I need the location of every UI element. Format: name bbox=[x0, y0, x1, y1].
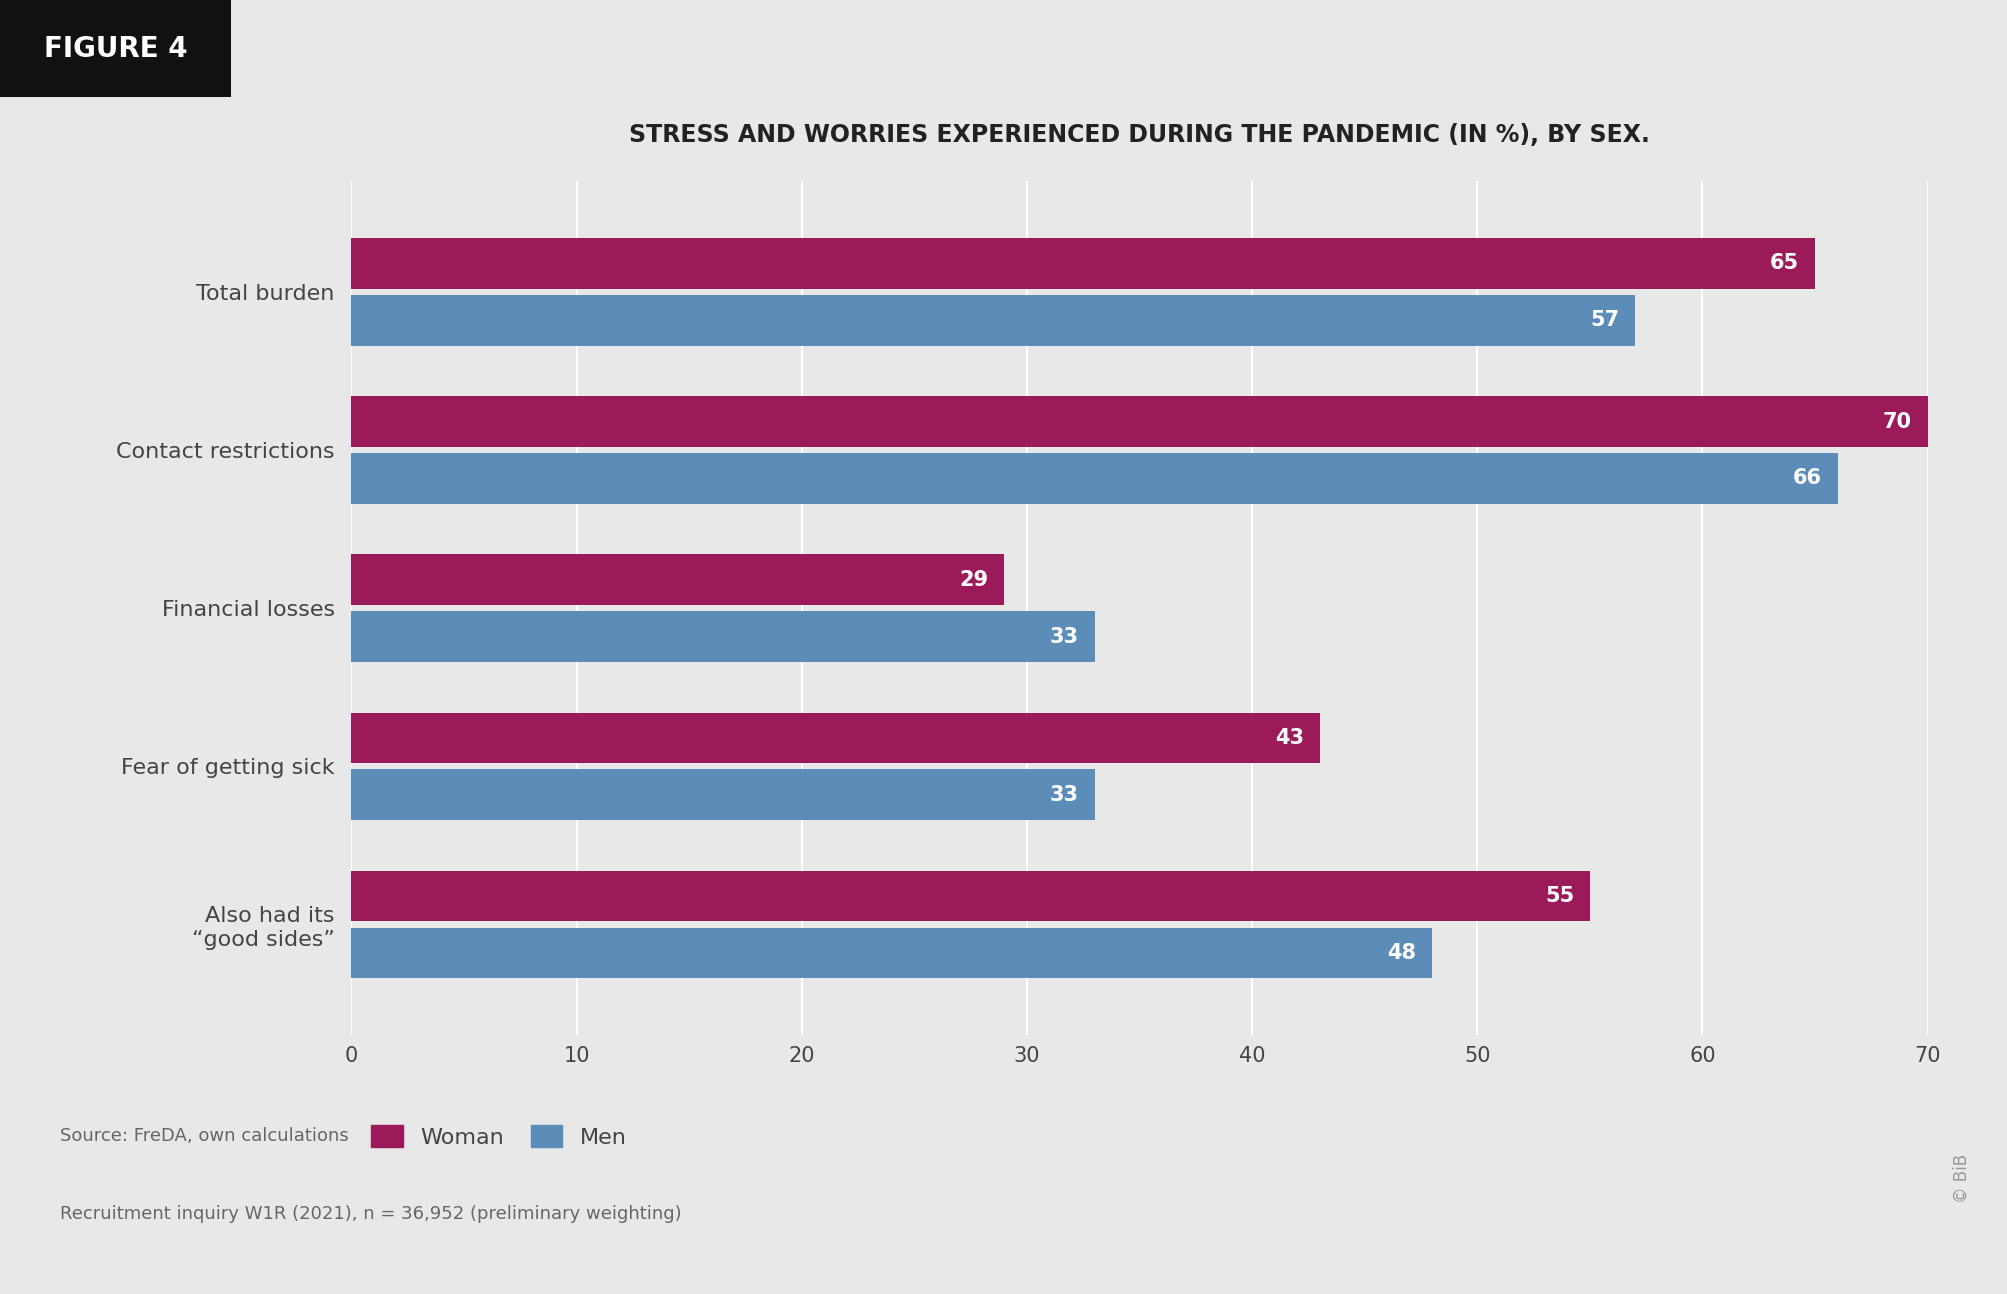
Bar bbox=[351, 611, 1094, 663]
Bar bbox=[351, 238, 1814, 289]
Text: 29: 29 bbox=[959, 569, 987, 590]
Bar bbox=[351, 453, 1836, 503]
Text: Source: FreDA, own calculations: Source: FreDA, own calculations bbox=[60, 1127, 349, 1145]
Text: 57: 57 bbox=[1590, 311, 1618, 330]
Bar bbox=[351, 928, 1431, 978]
Legend: Woman, Men: Woman, Men bbox=[363, 1115, 634, 1157]
Text: © BiB: © BiB bbox=[1953, 1154, 1969, 1203]
Bar bbox=[351, 295, 1634, 345]
Bar bbox=[351, 396, 1927, 446]
Text: 66: 66 bbox=[1792, 468, 1820, 489]
Text: Recruitment inquiry W1R (2021), n = 36,952 (preliminary weighting): Recruitment inquiry W1R (2021), n = 36,9… bbox=[60, 1205, 682, 1223]
Bar bbox=[351, 770, 1094, 820]
Bar bbox=[351, 713, 1319, 763]
Text: 70: 70 bbox=[1883, 411, 1911, 432]
Title: STRESS AND WORRIES EXPERIENCED DURING THE PANDEMIC (IN %), BY SEX.: STRESS AND WORRIES EXPERIENCED DURING TH… bbox=[628, 123, 1650, 148]
Text: 43: 43 bbox=[1274, 727, 1303, 748]
Text: 48: 48 bbox=[1387, 943, 1415, 963]
Text: 65: 65 bbox=[1770, 254, 1798, 273]
Text: FIGURE 4: FIGURE 4 bbox=[44, 35, 187, 62]
Text: 55: 55 bbox=[1543, 886, 1573, 906]
Bar bbox=[351, 554, 1004, 606]
Text: 33: 33 bbox=[1050, 784, 1078, 805]
Text: 33: 33 bbox=[1050, 626, 1078, 647]
Bar bbox=[351, 871, 1590, 921]
